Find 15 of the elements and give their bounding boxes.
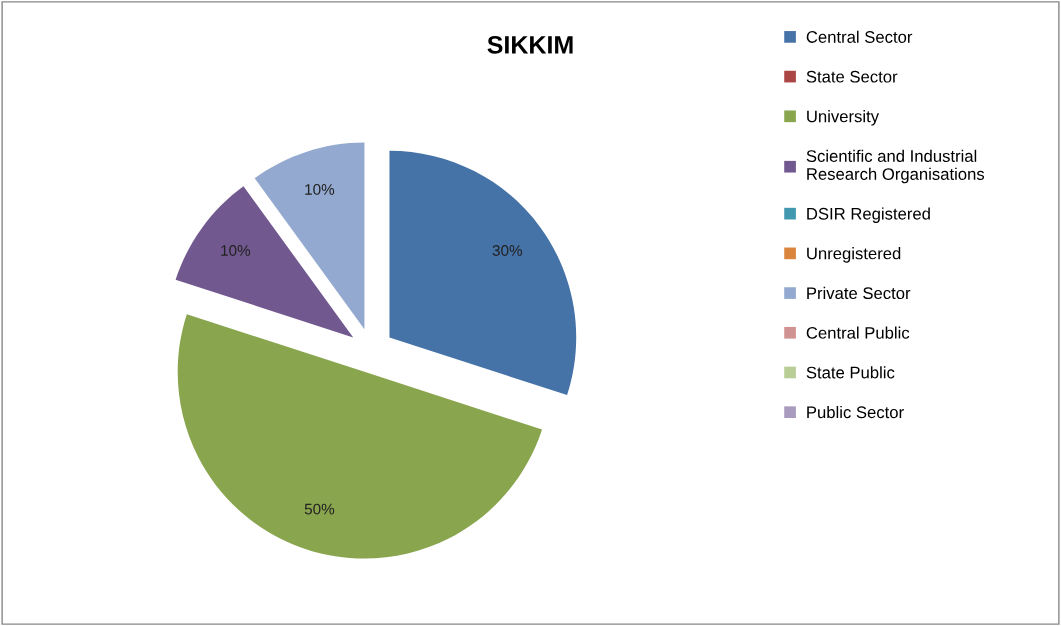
chart-title: SIKKIM — [487, 35, 573, 54]
data-label: 50% — [304, 503, 335, 515]
legend-label: State Public — [806, 366, 895, 379]
legend-label: DSIR Registered — [807, 207, 930, 223]
legend-label: Unregistered — [807, 247, 901, 263]
legend-label: University — [807, 110, 880, 126]
data-label: 30% — [492, 245, 523, 256]
data-label: 10% — [221, 245, 251, 256]
legend-label: Private Sector — [807, 286, 911, 300]
legend-label: Central Sector — [806, 30, 913, 43]
data-label: 10% — [305, 184, 335, 195]
legend-label: State Sector — [806, 70, 898, 83]
legend-label: Scientific and Industrial Research Organisations — [806, 149, 985, 184]
legend-label: Public Sector — [807, 405, 904, 419]
legend-label: Central Public — [806, 326, 910, 339]
